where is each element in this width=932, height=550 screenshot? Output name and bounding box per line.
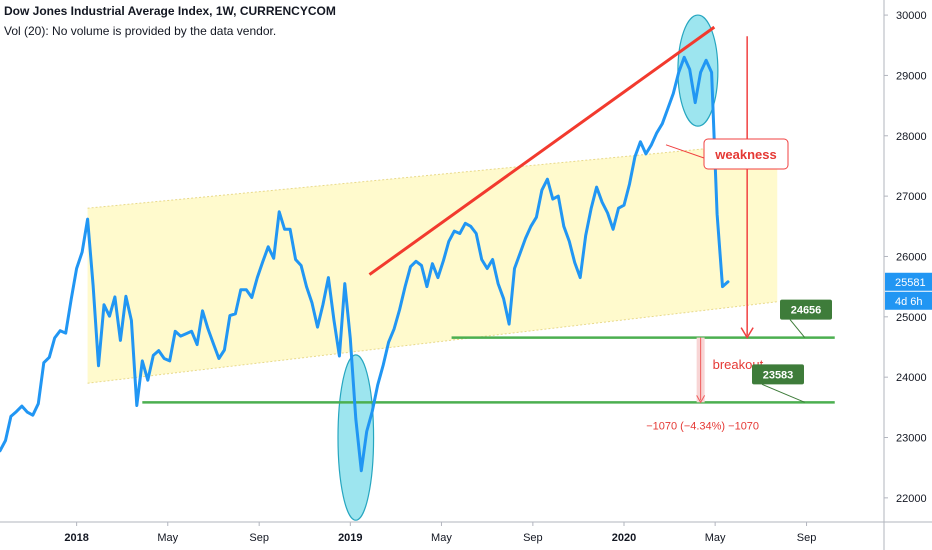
x-tick-label: Sep — [249, 532, 269, 544]
y-tick-label: 27000 — [896, 191, 927, 203]
breakout-arrow-head — [696, 395, 706, 404]
highlight-ellipse-1 — [337, 354, 375, 521]
price-label: 25581 — [895, 277, 926, 289]
y-tick-label: 29000 — [896, 70, 927, 82]
chart-title: Dow Jones Industrial Average Index, 1W, … — [4, 4, 336, 18]
support-tag-label-1: 24656 — [791, 305, 822, 317]
breakout-label: breakout — [713, 357, 764, 372]
x-tick-label: May — [157, 532, 178, 544]
price-label-box — [885, 272, 932, 291]
support-tag-box-2 — [752, 364, 804, 385]
y-tick-label: 26000 — [896, 251, 927, 263]
price-series-line — [0, 55, 730, 473]
support-tag-box-1 — [780, 299, 832, 320]
y-tick-label: 25000 — [896, 312, 927, 324]
weakness-pointer — [665, 144, 705, 159]
countdown-box — [885, 291, 932, 310]
y-tick-label: 23000 — [896, 433, 927, 445]
weakness-label: weakness — [714, 147, 776, 162]
weakness-callout-box — [703, 138, 789, 170]
countdown-label: 4d 6h — [895, 296, 923, 308]
channel-upper-border — [87, 141, 778, 209]
y-tick-label: 22000 — [896, 493, 927, 505]
y-tick-label: 28000 — [896, 131, 927, 143]
x-tick-label: May — [705, 532, 726, 544]
x-tick-label: Sep — [523, 532, 543, 544]
support-tag-pointer-1 — [789, 319, 806, 338]
volume-note: Vol (20): No volume is provided by the d… — [4, 24, 277, 38]
x-tick-label: 2020 — [612, 532, 636, 544]
measure-label: −1070 (−4.34%) −1070 — [646, 420, 759, 432]
x-tick-label: Sep — [797, 532, 817, 544]
y-tick-label: 24000 — [896, 372, 927, 384]
y-tick-label: 30000 — [896, 10, 927, 22]
x-tick-label: 2019 — [338, 532, 362, 544]
x-tick-label: May — [431, 532, 452, 544]
support-tag-pointer-2 — [761, 383, 805, 403]
x-tick-label: 2018 — [64, 532, 88, 544]
support-tag-label-2: 23583 — [763, 369, 794, 381]
drop-arrow-head — [740, 327, 754, 340]
rising-trendline — [368, 25, 716, 276]
